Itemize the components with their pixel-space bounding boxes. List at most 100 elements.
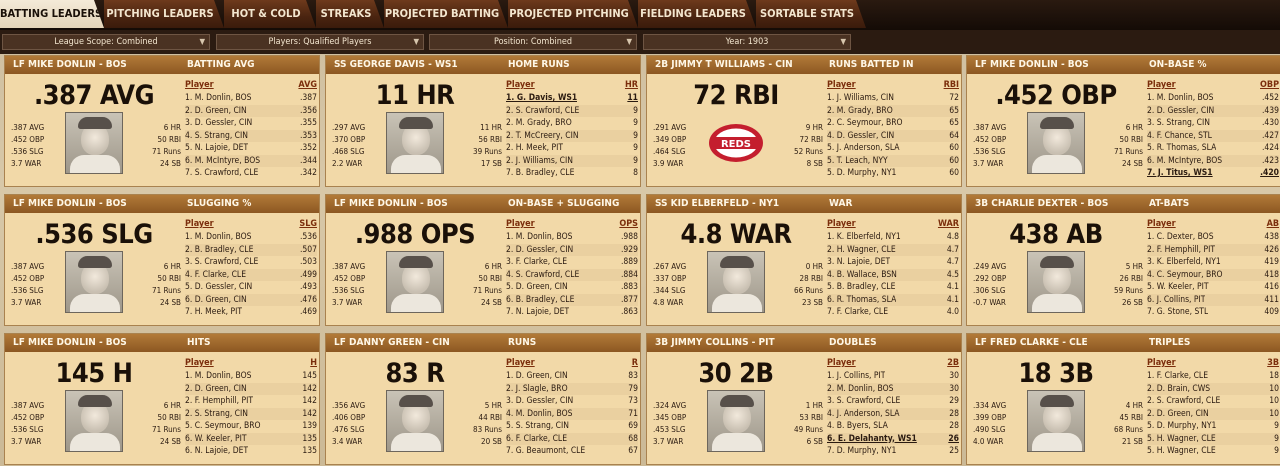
player-name-cell[interactable]: 3. S. Strang, CIN: [1147, 118, 1210, 128]
column-stat-header[interactable]: AB: [1266, 219, 1279, 229]
player-name-cell[interactable]: 5. J. Anderson, SLA: [827, 143, 900, 153]
player-name-cell[interactable]: 1. D. Green, CIN: [506, 371, 568, 381]
leader-card[interactable]: 2B JIMMY T WILLIAMS - CIN RUNS BATTED IN 7…: [646, 55, 962, 187]
leader-card[interactable]: LF MIKE DONLIN - BOS ON-BASE + SLUGGING .9…: [325, 194, 641, 326]
player-name-cell[interactable]: 7. B. Bradley, CLE: [506, 168, 575, 178]
player-name-cell[interactable]: 2. D. Green, CIN: [185, 105, 247, 116]
player-name-cell[interactable]: 7. F. Clarke, CLE: [827, 307, 889, 317]
player-name-cell[interactable]: 6. R. Thomas, SLA: [827, 294, 897, 305]
position-dropdown[interactable]: Position: Combined ▼: [429, 34, 637, 50]
year-dropdown[interactable]: Year: 1903 ▼: [643, 34, 851, 50]
tab-projected-pitching[interactable]: PROJECTED PITCHING: [508, 0, 638, 28]
leader-name[interactable]: LF DANNY GREEN - CIN: [334, 337, 450, 348]
column-player-header[interactable]: Player: [827, 358, 856, 368]
players-dropdown[interactable]: Players: Qualified Players ▼: [216, 34, 424, 50]
table-row[interactable]: 2. M. Grady, BRO 65: [827, 104, 959, 117]
player-photo[interactable]: [386, 390, 444, 452]
table-row[interactable]: 1. C. Dexter, BOS 438: [1147, 231, 1279, 244]
column-player-header[interactable]: Player: [827, 219, 856, 229]
player-name-cell[interactable]: 2. J. Slagle, BRO: [506, 383, 568, 394]
player-name-cell[interactable]: 3. D. Gessler, CIN: [185, 118, 253, 128]
player-name-cell[interactable]: 5. D. Murphy, NY1: [1147, 421, 1217, 431]
leader-name[interactable]: 3B JIMMY COLLINS - PIT: [655, 337, 775, 348]
table-row[interactable]: 2. M. Donlin, BOS 30: [827, 382, 959, 395]
player-name-cell[interactable]: 2. C. Seymour, BRO: [827, 118, 903, 128]
table-row[interactable]: 3. F. Clarke, CLE .889: [506, 256, 638, 269]
table-row[interactable]: 2. S. Crawford, CLE 9: [506, 104, 638, 117]
column-stat-header[interactable]: RBI: [943, 80, 959, 90]
table-row[interactable]: 1. J. Collins, PIT 30: [827, 370, 959, 383]
player-name-cell[interactable]: 6. D. Green, CIN: [185, 294, 247, 305]
table-row[interactable]: 4. C. Seymour, BRO 418: [1147, 268, 1279, 281]
column-player-header[interactable]: Player: [506, 358, 535, 368]
player-name-cell[interactable]: 1. J. Collins, PIT: [827, 371, 886, 381]
table-row[interactable]: 2. S. Strang, CIN 142: [185, 407, 317, 420]
player-name-cell[interactable]: 6. F. Clarke, CLE: [506, 433, 568, 444]
leader-card[interactable]: SS GEORGE DAVIS - WS1 HOME RUNS 11 HR .297 …: [325, 55, 641, 187]
leader-card[interactable]: 3B CHARLIE DEXTER - BOS AT-BATS 438 AB .249…: [966, 194, 1280, 326]
table-row[interactable]: 5. D. Green, CIN .883: [506, 281, 638, 294]
table-row[interactable]: 4. S. Strang, CIN .353: [185, 129, 317, 142]
player-name-cell[interactable]: 5. C. Seymour, BRO: [185, 421, 261, 431]
column-player-header[interactable]: Player: [185, 80, 214, 90]
table-row[interactable]: 2. B. Bradley, CLE .507: [185, 243, 317, 256]
player-photo[interactable]: [65, 112, 123, 174]
player-name-cell[interactable]: 2. M. Donlin, BOS: [827, 383, 894, 394]
leader-card[interactable]: LF MIKE DONLIN - BOS SLUGGING % .536 SLG .3…: [4, 194, 320, 326]
table-row[interactable]: 7. N. Lajoie, DET .863: [506, 306, 638, 319]
column-stat-header[interactable]: SLG: [299, 219, 317, 229]
table-row[interactable]: 4. F. Chance, STL .427: [1147, 129, 1279, 142]
player-name-cell[interactable]: 2. S. Crawford, CLE: [506, 105, 580, 116]
player-name-cell[interactable]: 4. J. Anderson, SLA: [827, 408, 900, 419]
leader-name[interactable]: LF FRED CLARKE - CLE: [975, 337, 1088, 348]
table-row[interactable]: 1. J. Williams, CIN 72: [827, 92, 959, 105]
table-row[interactable]: 7. G. Beaumont, CLE 67: [506, 445, 638, 458]
table-row[interactable]: 1. F. Clarke, CLE 18: [1147, 370, 1279, 383]
player-name-cell[interactable]: 4. D. Gessler, CIN: [827, 130, 895, 141]
player-name-cell[interactable]: 6. N. Lajoie, DET: [185, 446, 249, 456]
table-row[interactable]: 2. D. Gessler, CIN .439: [1147, 104, 1279, 117]
player-name-cell[interactable]: 7. G. Stone, STL: [1147, 307, 1209, 317]
table-row[interactable]: 6. J. Collins, PIT 411: [1147, 293, 1279, 306]
table-row[interactable]: 5. D. Murphy, NY1 60: [827, 167, 959, 180]
player-photo[interactable]: [65, 390, 123, 452]
table-row[interactable]: 5. D. Murphy, NY1 9: [1147, 420, 1279, 433]
table-row[interactable]: 3. S. Crawford, CLE .503: [185, 256, 317, 269]
leader-name[interactable]: LF MIKE DONLIN - BOS: [975, 59, 1089, 70]
column-player-header[interactable]: Player: [1147, 80, 1176, 90]
table-row[interactable]: 1. D. Green, CIN 83: [506, 370, 638, 383]
leader-card[interactable]: LF MIKE DONLIN - BOS BATTING AVG .387 AVG.…: [4, 55, 320, 187]
table-row[interactable]: 7. H. Meek, PIT .469: [185, 306, 317, 319]
table-row[interactable]: 6. E. Delahanty, WS1 26: [827, 432, 959, 445]
player-photo[interactable]: [707, 251, 765, 313]
player-name-cell[interactable]: 2. M. Grady, BRO: [827, 105, 893, 116]
table-row[interactable]: 2. J. Slagle, BRO 79: [506, 382, 638, 395]
table-row[interactable]: 5. W. Keeler, PIT 416: [1147, 281, 1279, 294]
player-name-cell[interactable]: 3. K. Elberfeld, NY1: [1147, 257, 1221, 267]
table-row[interactable]: 5. R. Thomas, SLA .424: [1147, 142, 1279, 155]
column-player-header[interactable]: Player: [1147, 219, 1176, 229]
player-name-cell[interactable]: 6. M. McIntyre, BOS: [185, 155, 261, 166]
column-stat-header[interactable]: OBP: [1260, 80, 1279, 90]
table-row[interactable]: 4. B. Wallace, BSN 4.5: [827, 268, 959, 281]
player-name-cell[interactable]: 6. B. Bradley, CLE: [506, 294, 575, 305]
table-row[interactable]: 3. K. Elberfeld, NY1 419: [1147, 256, 1279, 269]
table-row[interactable]: 7. D. Murphy, NY1 25: [827, 445, 959, 458]
table-row[interactable]: 4. M. Donlin, BOS 71: [506, 407, 638, 420]
player-name-cell[interactable]: 2. H. Meek, PIT: [506, 143, 564, 153]
player-name-cell[interactable]: 1. K. Elberfeld, NY1: [827, 232, 901, 242]
player-name-cell[interactable]: 6. E. Delahanty, WS1: [827, 433, 917, 444]
column-stat-header[interactable]: HR: [624, 80, 638, 90]
player-name-cell[interactable]: 3. F. Clarke, CLE: [506, 257, 568, 267]
table-row[interactable]: 5. S. Strang, CIN 69: [506, 420, 638, 433]
table-row[interactable]: 5. J. Anderson, SLA 60: [827, 142, 959, 155]
table-row[interactable]: 3. S. Strang, CIN .430: [1147, 117, 1279, 130]
leader-name[interactable]: LF MIKE DONLIN - BOS: [13, 198, 127, 209]
player-name-cell[interactable]: 4. M. Donlin, BOS: [506, 408, 573, 419]
tab-streaks[interactable]: STREAKS: [316, 0, 384, 28]
player-name-cell[interactable]: 4. F. Clarke, CLE: [185, 269, 247, 280]
table-row[interactable]: 2. M. Grady, BRO 9: [506, 117, 638, 130]
player-name-cell[interactable]: 6. W. Keeler, PIT: [185, 433, 247, 444]
player-name-cell[interactable]: 3. D. Gessler, CIN: [506, 396, 574, 406]
player-name-cell[interactable]: 1. G. Davis, WS1: [506, 93, 578, 103]
